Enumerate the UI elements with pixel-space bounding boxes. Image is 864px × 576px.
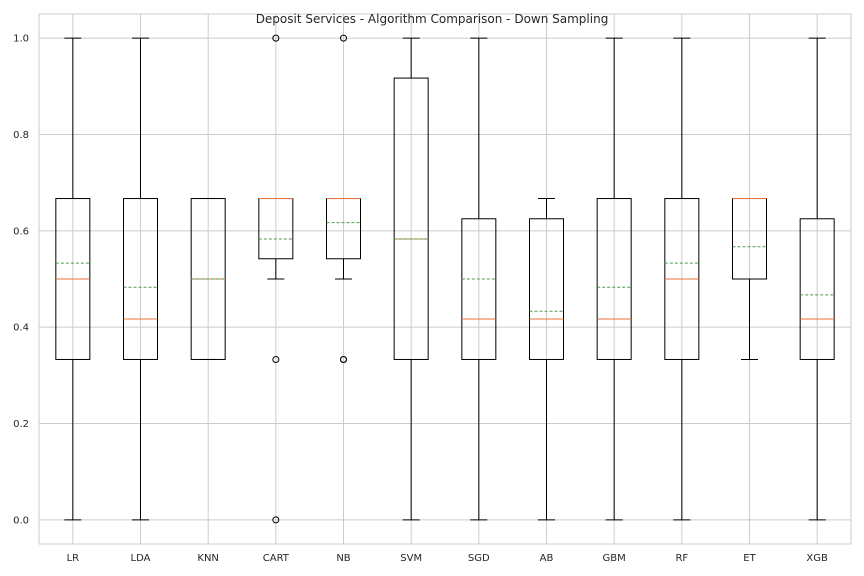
- x-tick-label: NB: [336, 553, 350, 564]
- x-axis-ticks: LR LDA KNN CART NB SVM SGD AB GBM RF ET XGB: [67, 553, 828, 564]
- plot-frame: [38, 13, 852, 545]
- y-tick-label: 0.4: [13, 323, 29, 334]
- box: [529, 218, 564, 360]
- x-tick-label: LDA: [131, 553, 151, 564]
- x-tick-label: ET: [743, 553, 756, 564]
- boxes: [55, 34, 835, 524]
- y-tick-label: 0.2: [13, 419, 29, 430]
- x-tick-label: LR: [67, 553, 80, 564]
- box-group-xgb: [799, 37, 835, 521]
- box-group-lr: [55, 37, 91, 521]
- box-group-sgd: [461, 37, 497, 521]
- y-axis-ticks: 0.0 0.2 0.4 0.6 0.8 1.0: [13, 34, 29, 527]
- box-group-nb: [326, 34, 361, 363]
- box-group-svm: [393, 37, 429, 521]
- x-tick-label: RF: [675, 553, 688, 564]
- grid: [39, 14, 851, 544]
- x-tick-label: XGB: [806, 553, 828, 564]
- box: [393, 77, 429, 360]
- box-group-knn: [190, 198, 226, 360]
- y-tick-label: 0.6: [13, 226, 29, 237]
- outlier-point: [272, 34, 280, 42]
- box-group-cart: [258, 34, 294, 524]
- outlier-point: [272, 355, 280, 363]
- y-tick-label: 1.0: [13, 34, 29, 45]
- x-tick-label: CART: [263, 553, 290, 564]
- outlier-point: [340, 34, 347, 42]
- x-tick-label: SVM: [400, 553, 422, 564]
- box: [596, 198, 632, 360]
- box-group-lda: [123, 37, 158, 521]
- x-tick-label: GBM: [603, 553, 626, 564]
- x-tick-label: SGD: [468, 553, 490, 564]
- box-group-et: [732, 198, 767, 360]
- x-tick-label: AB: [540, 553, 554, 564]
- box-group-gbm: [596, 37, 632, 521]
- box: [123, 198, 158, 360]
- x-tick-label: KNN: [197, 553, 219, 564]
- box-group-rf: [664, 37, 700, 521]
- y-tick-label: 0.8: [13, 130, 29, 141]
- box: [799, 218, 835, 360]
- y-tick-label: 0.0: [13, 515, 29, 526]
- box: [461, 218, 497, 360]
- box-group-ab: [529, 198, 564, 521]
- outlier-point: [272, 516, 280, 524]
- outlier-point: [340, 355, 347, 363]
- chart-title: Deposit Services - Algorithm Comparison …: [256, 12, 609, 26]
